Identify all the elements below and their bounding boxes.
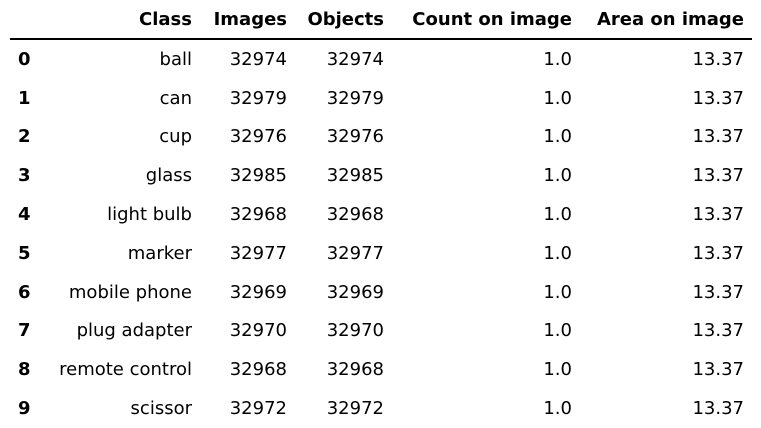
objects-header: Objects bbox=[295, 0, 392, 40]
count-on-image-cell: 1.0 bbox=[543, 281, 572, 303]
count-on-image-cell: 1.0 bbox=[543, 398, 572, 420]
class-cell: remote control bbox=[59, 359, 192, 381]
images-cell: 32985 bbox=[229, 165, 287, 187]
table-row: 8 remote control 32968 32968 1.0 13.37 bbox=[10, 350, 752, 389]
area-on-image-cell: 13.37 bbox=[692, 281, 744, 303]
count-on-image-cell: 1.0 bbox=[543, 48, 572, 70]
count-on-image-cell: 1.0 bbox=[543, 126, 572, 148]
images-cell: 32972 bbox=[229, 398, 287, 420]
class-stats-table: Class Images Objects Count on image Area on … bbox=[10, 0, 752, 428]
area-on-image-cell: 13.37 bbox=[692, 204, 744, 226]
area-on-image-cell: 13.37 bbox=[692, 359, 744, 381]
images-cell: 32974 bbox=[229, 48, 287, 70]
images-cell: 32976 bbox=[229, 126, 287, 148]
table-body: 0 ball 32974 32974 1.0 13.37 1 can 32979 32979 1.0… bbox=[10, 39, 752, 428]
area-on-image-cell: 13.37 bbox=[692, 48, 744, 70]
class-cell: can bbox=[159, 87, 192, 109]
count-on-image-cell: 1.0 bbox=[543, 242, 572, 264]
count-on-image-cell: 1.0 bbox=[543, 359, 572, 381]
objects-cell: 32985 bbox=[326, 165, 384, 187]
table-row: 4 light bulb 32968 32968 1.0 13.37 bbox=[10, 195, 752, 234]
objects-cell: 32974 bbox=[326, 48, 384, 70]
class-cell: cup bbox=[159, 126, 192, 148]
row-index: 6 bbox=[18, 281, 31, 303]
class-cell: marker bbox=[127, 242, 192, 264]
area-on-image-cell: 13.37 bbox=[692, 242, 744, 264]
count-on-image-cell: 1.0 bbox=[543, 165, 572, 187]
objects-cell: 32977 bbox=[326, 242, 384, 264]
table-row: 1 can 32979 32979 1.0 13.37 bbox=[10, 79, 752, 118]
images-cell: 32970 bbox=[229, 320, 287, 342]
index-header bbox=[10, 0, 40, 40]
images-cell: 32968 bbox=[229, 359, 287, 381]
table-row: 0 ball 32974 32974 1.0 13.37 bbox=[10, 39, 752, 79]
class-header: Class bbox=[40, 0, 200, 40]
table-header: Class Images Objects Count on image Area on … bbox=[10, 0, 752, 40]
area-on-image-cell: 13.37 bbox=[692, 87, 744, 109]
area-on-image-header: Area on image bbox=[580, 0, 752, 40]
row-index: 4 bbox=[18, 204, 31, 226]
row-index: 8 bbox=[18, 359, 31, 381]
table-row: 3 glass 32985 32985 1.0 13.37 bbox=[10, 156, 752, 195]
images-cell: 32969 bbox=[229, 281, 287, 303]
area-on-image-cell: 13.37 bbox=[692, 320, 744, 342]
images-cell: 32979 bbox=[229, 87, 287, 109]
objects-cell: 32970 bbox=[326, 320, 384, 342]
header-row: Class Images Objects Count on image Area on … bbox=[10, 0, 752, 40]
area-on-image-cell: 13.37 bbox=[692, 398, 744, 420]
objects-cell: 32969 bbox=[326, 281, 384, 303]
row-index: 2 bbox=[18, 126, 31, 148]
objects-cell: 32968 bbox=[326, 359, 384, 381]
images-header: Images bbox=[200, 0, 295, 40]
row-index: 7 bbox=[18, 320, 31, 342]
area-on-image-cell: 13.37 bbox=[692, 165, 744, 187]
table-row: 6 mobile phone 32969 32969 1.0 13.37 bbox=[10, 273, 752, 312]
table-row: 5 marker 32977 32977 1.0 13.37 bbox=[10, 234, 752, 273]
objects-cell: 32976 bbox=[326, 126, 384, 148]
row-index: 1 bbox=[18, 87, 31, 109]
class-cell: ball bbox=[159, 48, 192, 70]
count-on-image-header: Count on image bbox=[392, 0, 580, 40]
class-cell: mobile phone bbox=[68, 281, 192, 303]
images-cell: 32977 bbox=[229, 242, 287, 264]
count-on-image-cell: 1.0 bbox=[543, 320, 572, 342]
table-row: 2 cup 32976 32976 1.0 13.37 bbox=[10, 118, 752, 157]
table-row: 9 scissor 32972 32972 1.0 13.37 bbox=[10, 389, 752, 428]
objects-cell: 32968 bbox=[326, 204, 384, 226]
table-row: 7 plug adapter 32970 32970 1.0 13.37 bbox=[10, 312, 752, 351]
class-cell: plug adapter bbox=[76, 320, 192, 342]
objects-cell: 32979 bbox=[326, 87, 384, 109]
row-index: 3 bbox=[18, 165, 31, 187]
count-on-image-cell: 1.0 bbox=[543, 87, 572, 109]
objects-cell: 32972 bbox=[326, 398, 384, 420]
row-index: 0 bbox=[18, 48, 31, 70]
area-on-image-cell: 13.37 bbox=[692, 126, 744, 148]
class-cell: scissor bbox=[130, 398, 192, 420]
count-on-image-cell: 1.0 bbox=[543, 204, 572, 226]
images-cell: 32968 bbox=[229, 204, 287, 226]
row-index: 9 bbox=[18, 398, 31, 420]
class-cell: light bulb bbox=[107, 204, 192, 226]
row-index: 5 bbox=[18, 242, 31, 264]
class-cell: glass bbox=[145, 165, 192, 187]
